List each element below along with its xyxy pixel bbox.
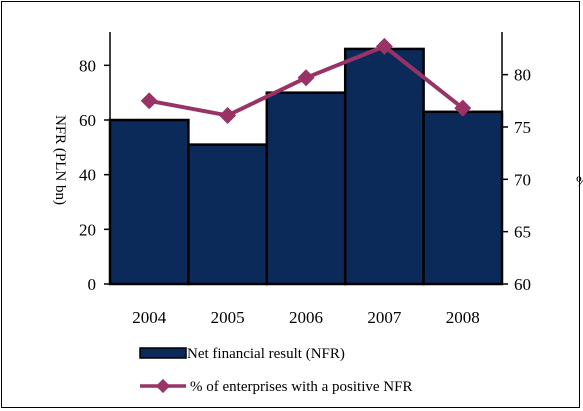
x-tick-labels: 2004 2005 2006 2007 2008 (132, 308, 480, 327)
y-axis-title: NFR (PLN bn) (52, 115, 68, 205)
point-2008 (454, 99, 472, 117)
right-tick-label: 65 (514, 223, 531, 242)
y2-axis-title: % (576, 174, 583, 190)
bar-2005 (187, 143, 269, 286)
left-tick-label: 40 (79, 166, 96, 185)
legend: Net financial result (NFR) % of enterpris… (139, 346, 412, 395)
legend-swatch-marker (155, 378, 171, 394)
axes: 0 20 40 60 80 60 65 70 75 80 (79, 32, 531, 294)
x-tick-label: 2008 (446, 308, 480, 327)
x-tick-label: 2006 (289, 308, 323, 327)
left-tick-label: 0 (88, 275, 97, 294)
right-tick-label: 60 (514, 275, 531, 294)
bar-2004 (108, 118, 190, 286)
legend-swatch-bar (139, 347, 187, 359)
legend-label-bar: Net financial result (NFR) (187, 346, 345, 362)
right-tick-label: 80 (514, 66, 531, 85)
x-tick-label: 2005 (211, 308, 245, 327)
x-tick-label: 2007 (367, 308, 402, 327)
point-2005 (219, 106, 237, 124)
left-tick-label: 60 (79, 111, 96, 130)
bar-2006 (265, 91, 347, 286)
left-tick-label: 80 (79, 56, 96, 75)
left-tick-label: 20 (79, 220, 96, 239)
x-tick-label: 2004 (132, 308, 167, 327)
bar-2008 (422, 110, 504, 286)
bar-series (108, 47, 504, 286)
bar-2007 (343, 47, 425, 286)
right-tick-label: 75 (514, 118, 531, 137)
legend-label-line: % of enterprises with a positive NFR (190, 379, 412, 395)
right-tick-label: 70 (514, 170, 531, 189)
point-2006 (297, 69, 315, 87)
point-2004 (140, 92, 158, 110)
y-axis-title-text: NFR (PLN bn) (52, 115, 68, 205)
